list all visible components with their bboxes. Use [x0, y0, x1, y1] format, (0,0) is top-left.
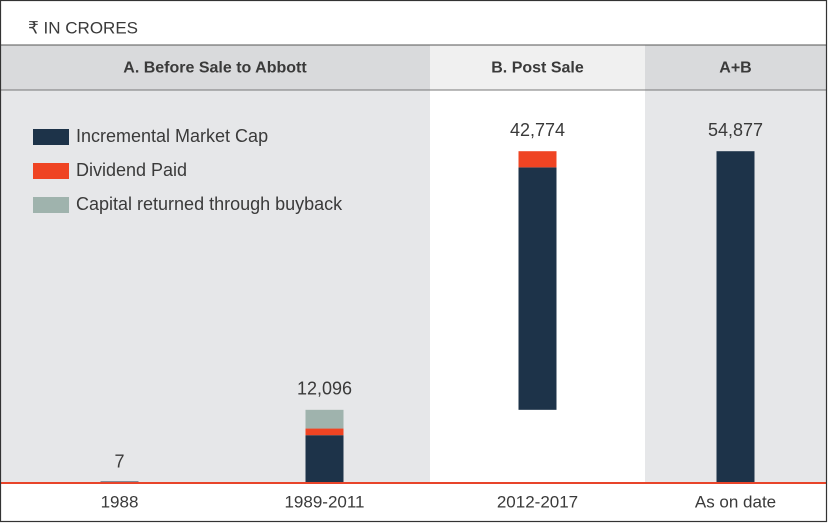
x-tick-label: As on date — [695, 492, 776, 511]
total-label: 54,877 — [708, 120, 763, 140]
section-bg — [0, 90, 430, 483]
bar-segment — [305, 409, 344, 429]
legend-label: Capital returned through buyback — [76, 194, 343, 214]
x-tick-label: 2012-2017 — [497, 492, 578, 511]
total-label: 7 — [114, 452, 124, 472]
legend-swatch — [33, 163, 69, 179]
total-label: 42,774 — [510, 120, 565, 140]
section-header-bg — [430, 45, 645, 90]
section-header: A+B — [719, 60, 751, 77]
legend-swatch — [33, 129, 69, 145]
bar-segment — [305, 435, 344, 483]
bar-segment — [305, 428, 344, 436]
x-tick-label: 1989-2011 — [284, 492, 364, 511]
legend-swatch — [33, 197, 69, 213]
bar-segment — [518, 151, 557, 168]
section-header-bg — [0, 45, 430, 90]
bar-segment — [716, 151, 755, 484]
total-label: 12,096 — [297, 379, 352, 399]
bar-segment — [518, 167, 557, 410]
legend-label: Incremental Market Cap — [76, 126, 268, 146]
section-header: A. Before Sale to Abbott — [123, 60, 307, 77]
unit-label: ₹ IN CRORES — [28, 18, 138, 37]
section-header: B. Post Sale — [491, 60, 584, 77]
section-header-bg — [645, 45, 826, 90]
legend-label: Dividend Paid — [76, 160, 187, 180]
x-tick-label: 1988 — [101, 492, 139, 511]
